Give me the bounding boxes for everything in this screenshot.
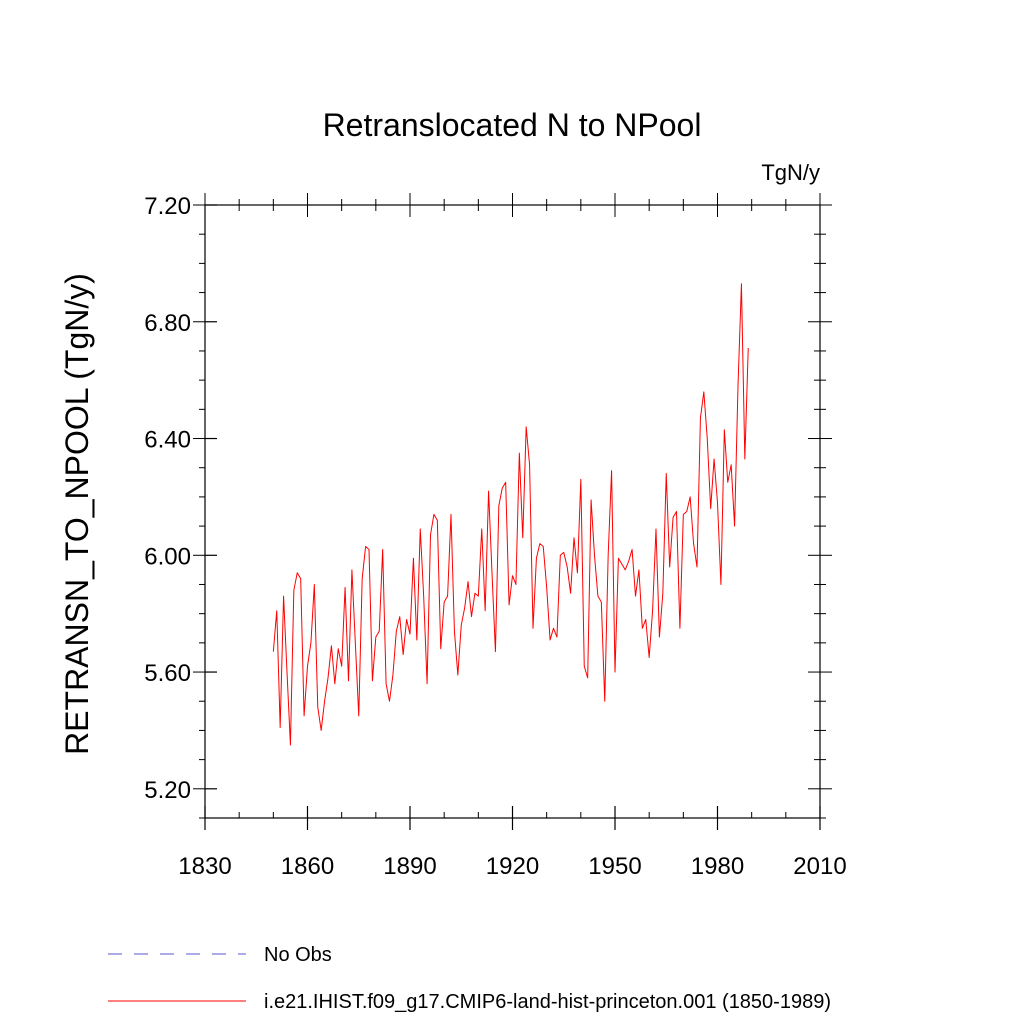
y-axis: 5.20 5.60 6.00 6.40 6.80 7.20 bbox=[144, 193, 217, 804]
x-tick-label: 2010 bbox=[793, 853, 846, 880]
minor-ticks bbox=[193, 193, 832, 819]
legend-label-simulation: i.e21.IHIST.f09_g17.CMIP6-land-hist-prin… bbox=[264, 991, 831, 1013]
y-tick-label: 5.60 bbox=[144, 660, 191, 687]
y-axis-label: RETRANSN_TO_NPOOL (TgN/y) bbox=[59, 273, 95, 755]
units-label: TgN/y bbox=[761, 160, 820, 185]
y-tick-label: 6.80 bbox=[144, 310, 191, 337]
x-tick-label: 1950 bbox=[588, 853, 641, 880]
x-tick-label: 1920 bbox=[486, 853, 539, 880]
series-line-retransn bbox=[272, 283, 749, 746]
y-tick-label: 6.00 bbox=[144, 543, 191, 570]
x-axis: 1830 1860 1890 1920 1950 1980 2010 bbox=[178, 806, 847, 880]
x-tick-label: 1830 bbox=[178, 853, 231, 880]
x-tick-label: 1980 bbox=[691, 853, 744, 880]
y-tick-label: 7.20 bbox=[144, 193, 191, 220]
x-tick-label: 1890 bbox=[383, 853, 436, 880]
y-tick-label: 5.20 bbox=[144, 777, 191, 804]
x-tick-label: 1860 bbox=[281, 853, 334, 880]
legend-label-no-obs: No Obs bbox=[264, 944, 332, 966]
legend: No Obs i.e21.IHIST.f09_g17.CMIP6-land-hi… bbox=[108, 944, 831, 1013]
plot-frame bbox=[204, 204, 821, 819]
chart-title: Retranslocated N to NPool bbox=[323, 107, 702, 143]
y-tick-label: 6.40 bbox=[144, 427, 191, 454]
